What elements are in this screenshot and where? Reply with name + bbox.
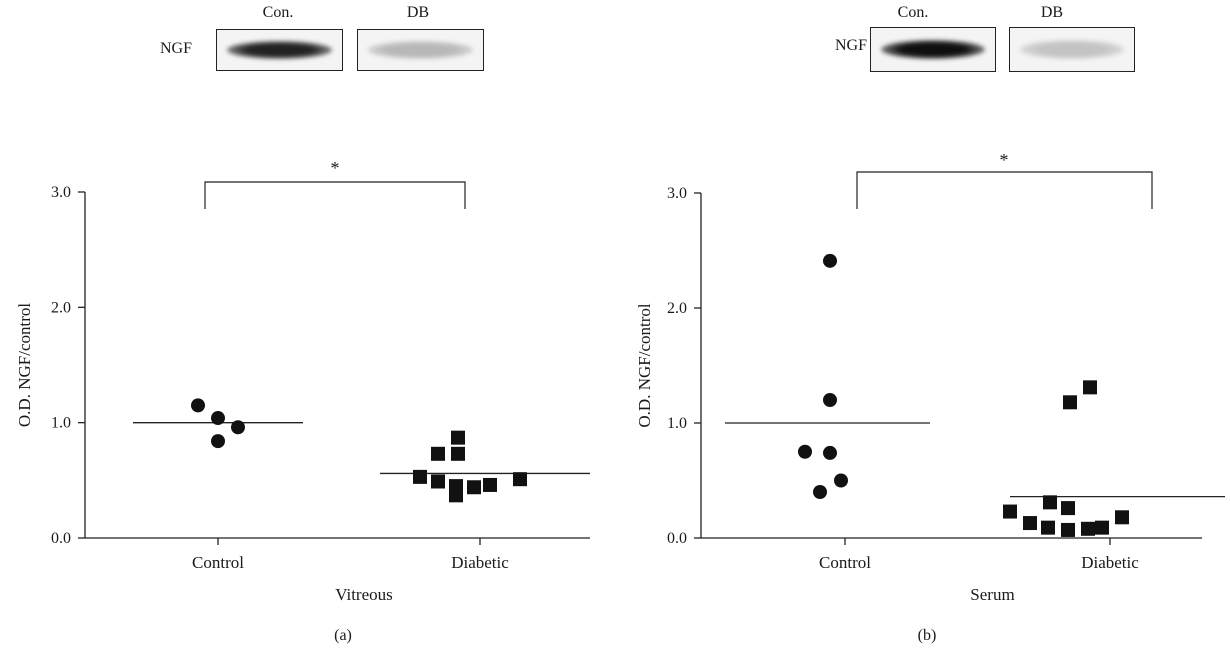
blot-band-con bbox=[216, 29, 343, 71]
y-tick-label: 3.0 bbox=[667, 185, 687, 202]
data-point-control bbox=[211, 411, 225, 426]
y-tick-label: 2.0 bbox=[51, 299, 71, 316]
data-point-diabetic bbox=[1023, 516, 1037, 531]
data-point-diabetic bbox=[449, 488, 463, 503]
chart-panel-a: Con. DB NGF 0.0 1.0 2.0 3.0 Control Diabetic V… bbox=[15, 0, 590, 644]
y-tick-label: 3.0 bbox=[51, 184, 71, 201]
y-tick-label: 2.0 bbox=[667, 300, 687, 317]
data-point-control bbox=[231, 420, 245, 435]
x-tick-label: Diabetic bbox=[451, 553, 509, 572]
data-point-diabetic bbox=[1061, 501, 1075, 516]
data-point-diabetic bbox=[1043, 495, 1057, 510]
x-axis-title: Serum bbox=[970, 585, 1014, 604]
significance-bracket bbox=[204, 181, 466, 209]
scatter-plot-b: 0.0 1.0 2.0 3.0 Control Diabetic Serum O.D. NGF… bbox=[635, 150, 1225, 604]
blot-band-db bbox=[357, 29, 484, 71]
blot-band-signal bbox=[880, 40, 986, 59]
data-point-diabetic bbox=[431, 474, 445, 489]
data-point-diabetic bbox=[513, 472, 527, 487]
data-point-control bbox=[798, 444, 812, 459]
data-point-control bbox=[191, 398, 205, 413]
data-point-control bbox=[813, 485, 827, 499]
blot-row-label: NGF bbox=[160, 40, 193, 57]
data-point-diabetic bbox=[431, 446, 445, 461]
scatter-plot-a: 0.0 1.0 2.0 3.0 Control Diabetic Vitreous O.D. … bbox=[15, 158, 590, 604]
blot-lane-label-con: Con. bbox=[262, 4, 294, 21]
y-tick-label: 1.0 bbox=[667, 415, 687, 432]
x-tick-label: Diabetic bbox=[1081, 553, 1139, 572]
data-point-diabetic bbox=[1083, 380, 1097, 395]
data-point-control bbox=[823, 445, 837, 460]
data-point-diabetic bbox=[1041, 520, 1055, 535]
data-point-control bbox=[211, 434, 225, 449]
y-tick-label: 0.0 bbox=[51, 530, 71, 547]
data-point-diabetic bbox=[1115, 510, 1129, 525]
data-point-diabetic bbox=[451, 446, 465, 461]
x-tick-label: Control bbox=[192, 553, 244, 572]
significance-star: * bbox=[331, 158, 340, 178]
western-blot-b: Con. DB NGF bbox=[835, 0, 1160, 80]
data-point-diabetic bbox=[467, 480, 481, 495]
data-point-control bbox=[823, 393, 837, 407]
y-tick-label: 1.0 bbox=[51, 415, 71, 432]
data-point-diabetic bbox=[1081, 521, 1095, 536]
blot-band-signal bbox=[1019, 40, 1125, 59]
y-tick-label: 0.0 bbox=[667, 530, 687, 547]
data-point-diabetic bbox=[451, 430, 465, 445]
data-point-diabetic bbox=[1095, 520, 1109, 535]
y-axis-title: O.D. NGF/control bbox=[15, 303, 34, 427]
data-point-control bbox=[823, 253, 837, 268]
data-point-diabetic bbox=[413, 469, 427, 484]
x-axis-title: Vitreous bbox=[335, 585, 393, 604]
data-point-diabetic bbox=[1063, 395, 1077, 410]
blot-band-con bbox=[870, 27, 996, 72]
blot-band-db bbox=[1009, 27, 1135, 72]
significance-star: * bbox=[1000, 150, 1009, 170]
blot-band-signal bbox=[368, 41, 473, 59]
blot-band-signal bbox=[227, 41, 332, 59]
data-point-control bbox=[834, 473, 848, 488]
data-point-diabetic bbox=[1003, 504, 1017, 519]
blot-row-label: NGF bbox=[835, 37, 868, 54]
blot-lane-label-db: DB bbox=[406, 4, 430, 21]
blot-lane-label-db: DB bbox=[1040, 4, 1064, 21]
panel-label-b: (b) bbox=[917, 627, 937, 644]
panel-label-a: (a) bbox=[334, 627, 352, 644]
western-blot-a: Con. DB NGF bbox=[150, 0, 500, 80]
blot-lane-label-con: Con. bbox=[897, 4, 929, 21]
x-tick-label: Control bbox=[819, 553, 871, 572]
chart-panel-b: Con. DB NGF 0.0 1.0 2.0 3.0 Control Diabetic S… bbox=[615, 0, 1230, 650]
data-point-diabetic bbox=[1061, 522, 1075, 537]
y-axis-title: O.D. NGF/control bbox=[635, 303, 654, 427]
data-point-diabetic bbox=[483, 477, 497, 492]
significance-bracket bbox=[856, 171, 1153, 209]
